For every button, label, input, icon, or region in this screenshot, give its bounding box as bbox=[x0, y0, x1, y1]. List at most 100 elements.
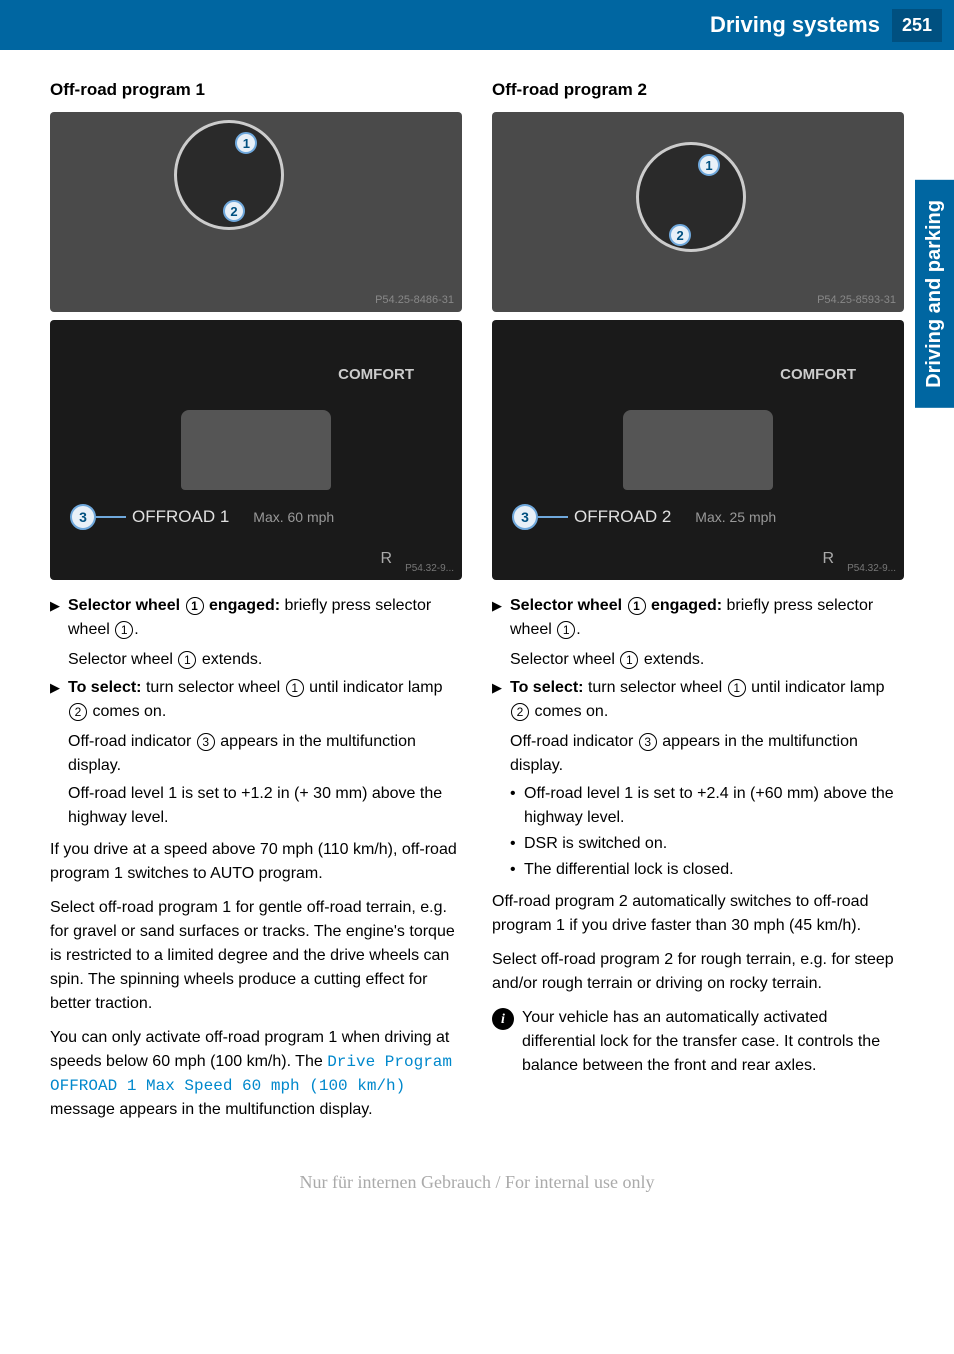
t: Off-road indicator bbox=[510, 733, 638, 750]
circled-3-icon: 3 bbox=[197, 733, 215, 751]
circled-2-icon: 2 bbox=[511, 703, 529, 721]
t: Selector wheel bbox=[68, 651, 177, 668]
selector-dial-graphic bbox=[636, 142, 746, 252]
display-top-label: COMFORT bbox=[338, 366, 414, 383]
callout-2: 2 bbox=[223, 200, 245, 222]
callout-line bbox=[538, 516, 568, 518]
right-heading: Off-road program 2 bbox=[492, 80, 904, 100]
t: until indicator lamp bbox=[747, 679, 885, 696]
info-block: i Your vehicle has an automatically acti… bbox=[492, 1006, 904, 1078]
step-text: Selector wheel 1 engaged: briefly press … bbox=[510, 594, 904, 642]
content: Off-road program 1 1 2 P54.25-8486-31 CO… bbox=[0, 50, 954, 1152]
t: Selector wheel bbox=[510, 651, 619, 668]
display-top-label: COMFORT bbox=[780, 366, 856, 383]
display-watermark: P54.32-9... bbox=[405, 563, 454, 574]
t: extends. bbox=[197, 651, 262, 668]
side-tab: Driving and parking bbox=[915, 180, 954, 408]
bullet-dot-icon: • bbox=[510, 858, 524, 882]
right-step2-line2: Off-road indicator 3 appears in the mult… bbox=[510, 730, 904, 778]
maxspeed-label: Max. 60 mph bbox=[253, 509, 334, 525]
t: until indicator lamp bbox=[305, 679, 443, 696]
circled-1-icon: 1 bbox=[728, 679, 746, 697]
left-para2: Select off-road program 1 for gentle off… bbox=[50, 896, 462, 1016]
right-step1: ▶ Selector wheel 1 engaged: briefly pres… bbox=[492, 594, 904, 642]
callout-3: 3 bbox=[512, 504, 538, 530]
right-figure-selector: 1 2 P54.25-8593-31 bbox=[492, 112, 904, 312]
left-para1: If you drive at a speed above 70 mph (11… bbox=[50, 838, 462, 886]
step-text: To select: turn selector wheel 1 until i… bbox=[68, 676, 462, 724]
t: To select: bbox=[510, 679, 584, 696]
t: DSR is switched on. bbox=[524, 832, 667, 856]
left-step2: ▶ To select: turn selector wheel 1 until… bbox=[50, 676, 462, 724]
left-heading: Off-road program 1 bbox=[50, 80, 462, 100]
right-column: Off-road program 2 1 2 P54.25-8593-31 CO… bbox=[492, 80, 904, 1132]
info-icon: i bbox=[492, 1008, 514, 1030]
right-para1: Off-road program 2 automatically switche… bbox=[492, 890, 904, 938]
header-title: Driving systems bbox=[710, 12, 880, 38]
callout-2: 2 bbox=[669, 224, 691, 246]
circled-1-icon: 1 bbox=[628, 597, 646, 615]
t: The differential lock is closed. bbox=[524, 858, 734, 882]
t: comes on. bbox=[88, 703, 166, 720]
left-figure-selector: 1 2 P54.25-8486-31 bbox=[50, 112, 462, 312]
t: turn selector wheel bbox=[142, 679, 285, 696]
t: To select: bbox=[68, 679, 142, 696]
t: Off-road level 1 is set to +2.4 in (+60 … bbox=[524, 782, 904, 830]
step-triangle-icon: ▶ bbox=[50, 678, 68, 724]
gear-indicator: R bbox=[380, 550, 392, 568]
vehicle-graphic bbox=[623, 410, 773, 490]
right-para2: Select off-road program 2 for rough terr… bbox=[492, 948, 904, 996]
vehicle-graphic bbox=[181, 410, 331, 490]
circled-1-icon: 1 bbox=[557, 621, 575, 639]
display-bottom-row: 3 OFFROAD 1 Max. 60 mph bbox=[50, 504, 462, 530]
right-bullet3: • The differential lock is closed. bbox=[510, 858, 904, 882]
step-text: Selector wheel 1 engaged: briefly press … bbox=[68, 594, 462, 642]
t: Selector wheel bbox=[68, 597, 185, 614]
offroad-label: OFFROAD 2 bbox=[574, 507, 671, 527]
t: Selector wheel bbox=[510, 597, 627, 614]
display-bottom-row: 3 OFFROAD 2 Max. 25 mph bbox=[492, 504, 904, 530]
callout-line bbox=[96, 516, 126, 518]
circled-2-icon: 2 bbox=[69, 703, 87, 721]
circled-1-icon: 1 bbox=[186, 597, 204, 615]
left-step1-line2: Selector wheel 1 extends. bbox=[68, 648, 462, 672]
step-triangle-icon: ▶ bbox=[492, 678, 510, 724]
circled-1-icon: 1 bbox=[178, 651, 196, 669]
t: Off-road indicator bbox=[68, 733, 196, 750]
circled-1-icon: 1 bbox=[286, 679, 304, 697]
display-watermark: P54.32-9... bbox=[847, 563, 896, 574]
right-step2: ▶ To select: turn selector wheel 1 until… bbox=[492, 676, 904, 724]
t: engaged: bbox=[205, 597, 281, 614]
footer-watermark: Nur für internen Gebrauch / For internal… bbox=[0, 1152, 954, 1213]
left-display-figure: COMFORT 3 OFFROAD 1 Max. 60 mph R P54.32… bbox=[50, 320, 462, 580]
fig-watermark: P54.25-8486-31 bbox=[375, 294, 454, 306]
right-display-figure: COMFORT 3 OFFROAD 2 Max. 25 mph R P54.32… bbox=[492, 320, 904, 580]
maxspeed-label: Max. 25 mph bbox=[695, 509, 776, 525]
t: message appears in the multifunction dis… bbox=[50, 1101, 373, 1118]
header-bar: Driving systems 251 bbox=[0, 0, 954, 50]
step-triangle-icon: ▶ bbox=[492, 596, 510, 642]
left-column: Off-road program 1 1 2 P54.25-8486-31 CO… bbox=[50, 80, 462, 1132]
circled-3-icon: 3 bbox=[639, 733, 657, 751]
t: comes on. bbox=[530, 703, 608, 720]
t: turn selector wheel bbox=[584, 679, 727, 696]
page-number: 251 bbox=[892, 9, 942, 42]
info-text: Your vehicle has an automatically activa… bbox=[522, 1006, 904, 1078]
circled-1-icon: 1 bbox=[115, 621, 133, 639]
bullet-dot-icon: • bbox=[510, 782, 524, 830]
circled-1-icon: 1 bbox=[620, 651, 638, 669]
left-para3: You can only activate off-road program 1… bbox=[50, 1026, 462, 1122]
bullet-dot-icon: • bbox=[510, 832, 524, 856]
right-bullet2: • DSR is switched on. bbox=[510, 832, 904, 856]
t: extends. bbox=[639, 651, 704, 668]
right-step1-line2: Selector wheel 1 extends. bbox=[510, 648, 904, 672]
fig-watermark: P54.25-8593-31 bbox=[817, 294, 896, 306]
t: engaged: bbox=[647, 597, 723, 614]
step-triangle-icon: ▶ bbox=[50, 596, 68, 642]
step-text: To select: turn selector wheel 1 until i… bbox=[510, 676, 904, 724]
callout-3: 3 bbox=[70, 504, 96, 530]
offroad-label: OFFROAD 1 bbox=[132, 507, 229, 527]
callout-1: 1 bbox=[698, 154, 720, 176]
left-step2-line2: Off-road indicator 3 appears in the mult… bbox=[68, 730, 462, 778]
left-step1: ▶ Selector wheel 1 engaged: briefly pres… bbox=[50, 594, 462, 642]
